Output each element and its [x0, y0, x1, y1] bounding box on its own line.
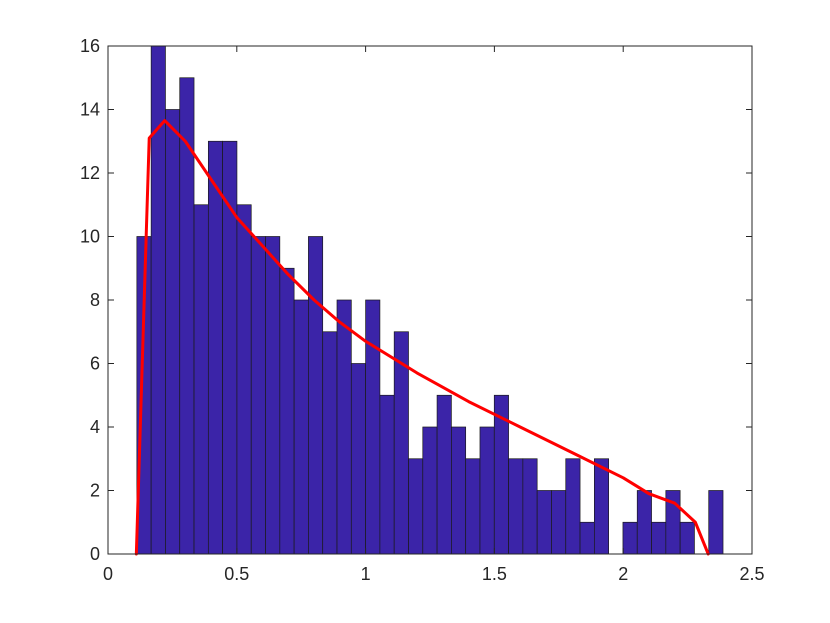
histogram-bar: [422, 426, 438, 555]
histogram-bar: [350, 363, 366, 555]
histogram-bar: [222, 140, 238, 555]
x-tick-label: 2.5: [739, 564, 764, 584]
histogram-bar: [336, 299, 352, 555]
histogram-bar: [279, 267, 295, 555]
y-tick-label: 8: [90, 290, 100, 310]
histogram-bar: [593, 458, 609, 555]
y-tick-label: 2: [90, 481, 100, 501]
histogram-bar: [622, 521, 638, 555]
histogram-bar: [250, 236, 266, 555]
histogram-bar: [465, 458, 481, 555]
histogram-bar: [636, 490, 652, 555]
y-tick-label: 4: [90, 417, 100, 437]
histogram-bar: [379, 394, 395, 555]
x-tick-label: 2: [618, 564, 628, 584]
y-tick-label: 6: [90, 354, 100, 374]
histogram-bar: [508, 458, 524, 555]
y-tick-label: 0: [90, 544, 100, 564]
histogram-bars: [136, 45, 724, 555]
density-curve: [134, 119, 710, 556]
histogram-bar: [207, 140, 223, 555]
histogram-bar: [536, 490, 552, 555]
x-tick-label: 0: [103, 564, 113, 584]
histogram-bar: [365, 299, 381, 555]
y-tick-label: 14: [80, 100, 100, 120]
y-tick-label: 12: [80, 163, 100, 183]
histogram-bar: [522, 458, 538, 555]
histogram-bar: [308, 236, 324, 555]
histogram-bar: [579, 521, 595, 555]
histogram-bar: [322, 331, 338, 555]
histogram-bar: [551, 490, 567, 555]
histogram-bar: [293, 299, 309, 555]
histogram-bar: [565, 458, 581, 555]
histogram-bar: [436, 394, 452, 555]
histogram-bar: [193, 204, 209, 555]
x-tick-label: 0.5: [224, 564, 249, 584]
density-curve-layer: [134, 119, 710, 556]
histogram-bar: [479, 426, 495, 555]
histogram-bar: [408, 458, 424, 555]
histogram-bar: [651, 521, 667, 555]
histogram-bar: [265, 236, 281, 555]
x-tick-label: 1: [361, 564, 371, 584]
histogram-bar: [451, 426, 467, 555]
histogram-bar: [708, 490, 724, 555]
y-tick-label: 16: [80, 36, 100, 56]
histogram-bar: [236, 204, 252, 555]
x-tick-label: 1.5: [482, 564, 507, 584]
y-tick-label: 10: [80, 227, 100, 247]
histogram-bar: [679, 521, 695, 555]
axis-ticks: 0 0.5 1 1.5 2 2.5 0 2 4 6 8 10 12 14 16: [80, 36, 765, 584]
histogram-bar: [165, 109, 181, 555]
